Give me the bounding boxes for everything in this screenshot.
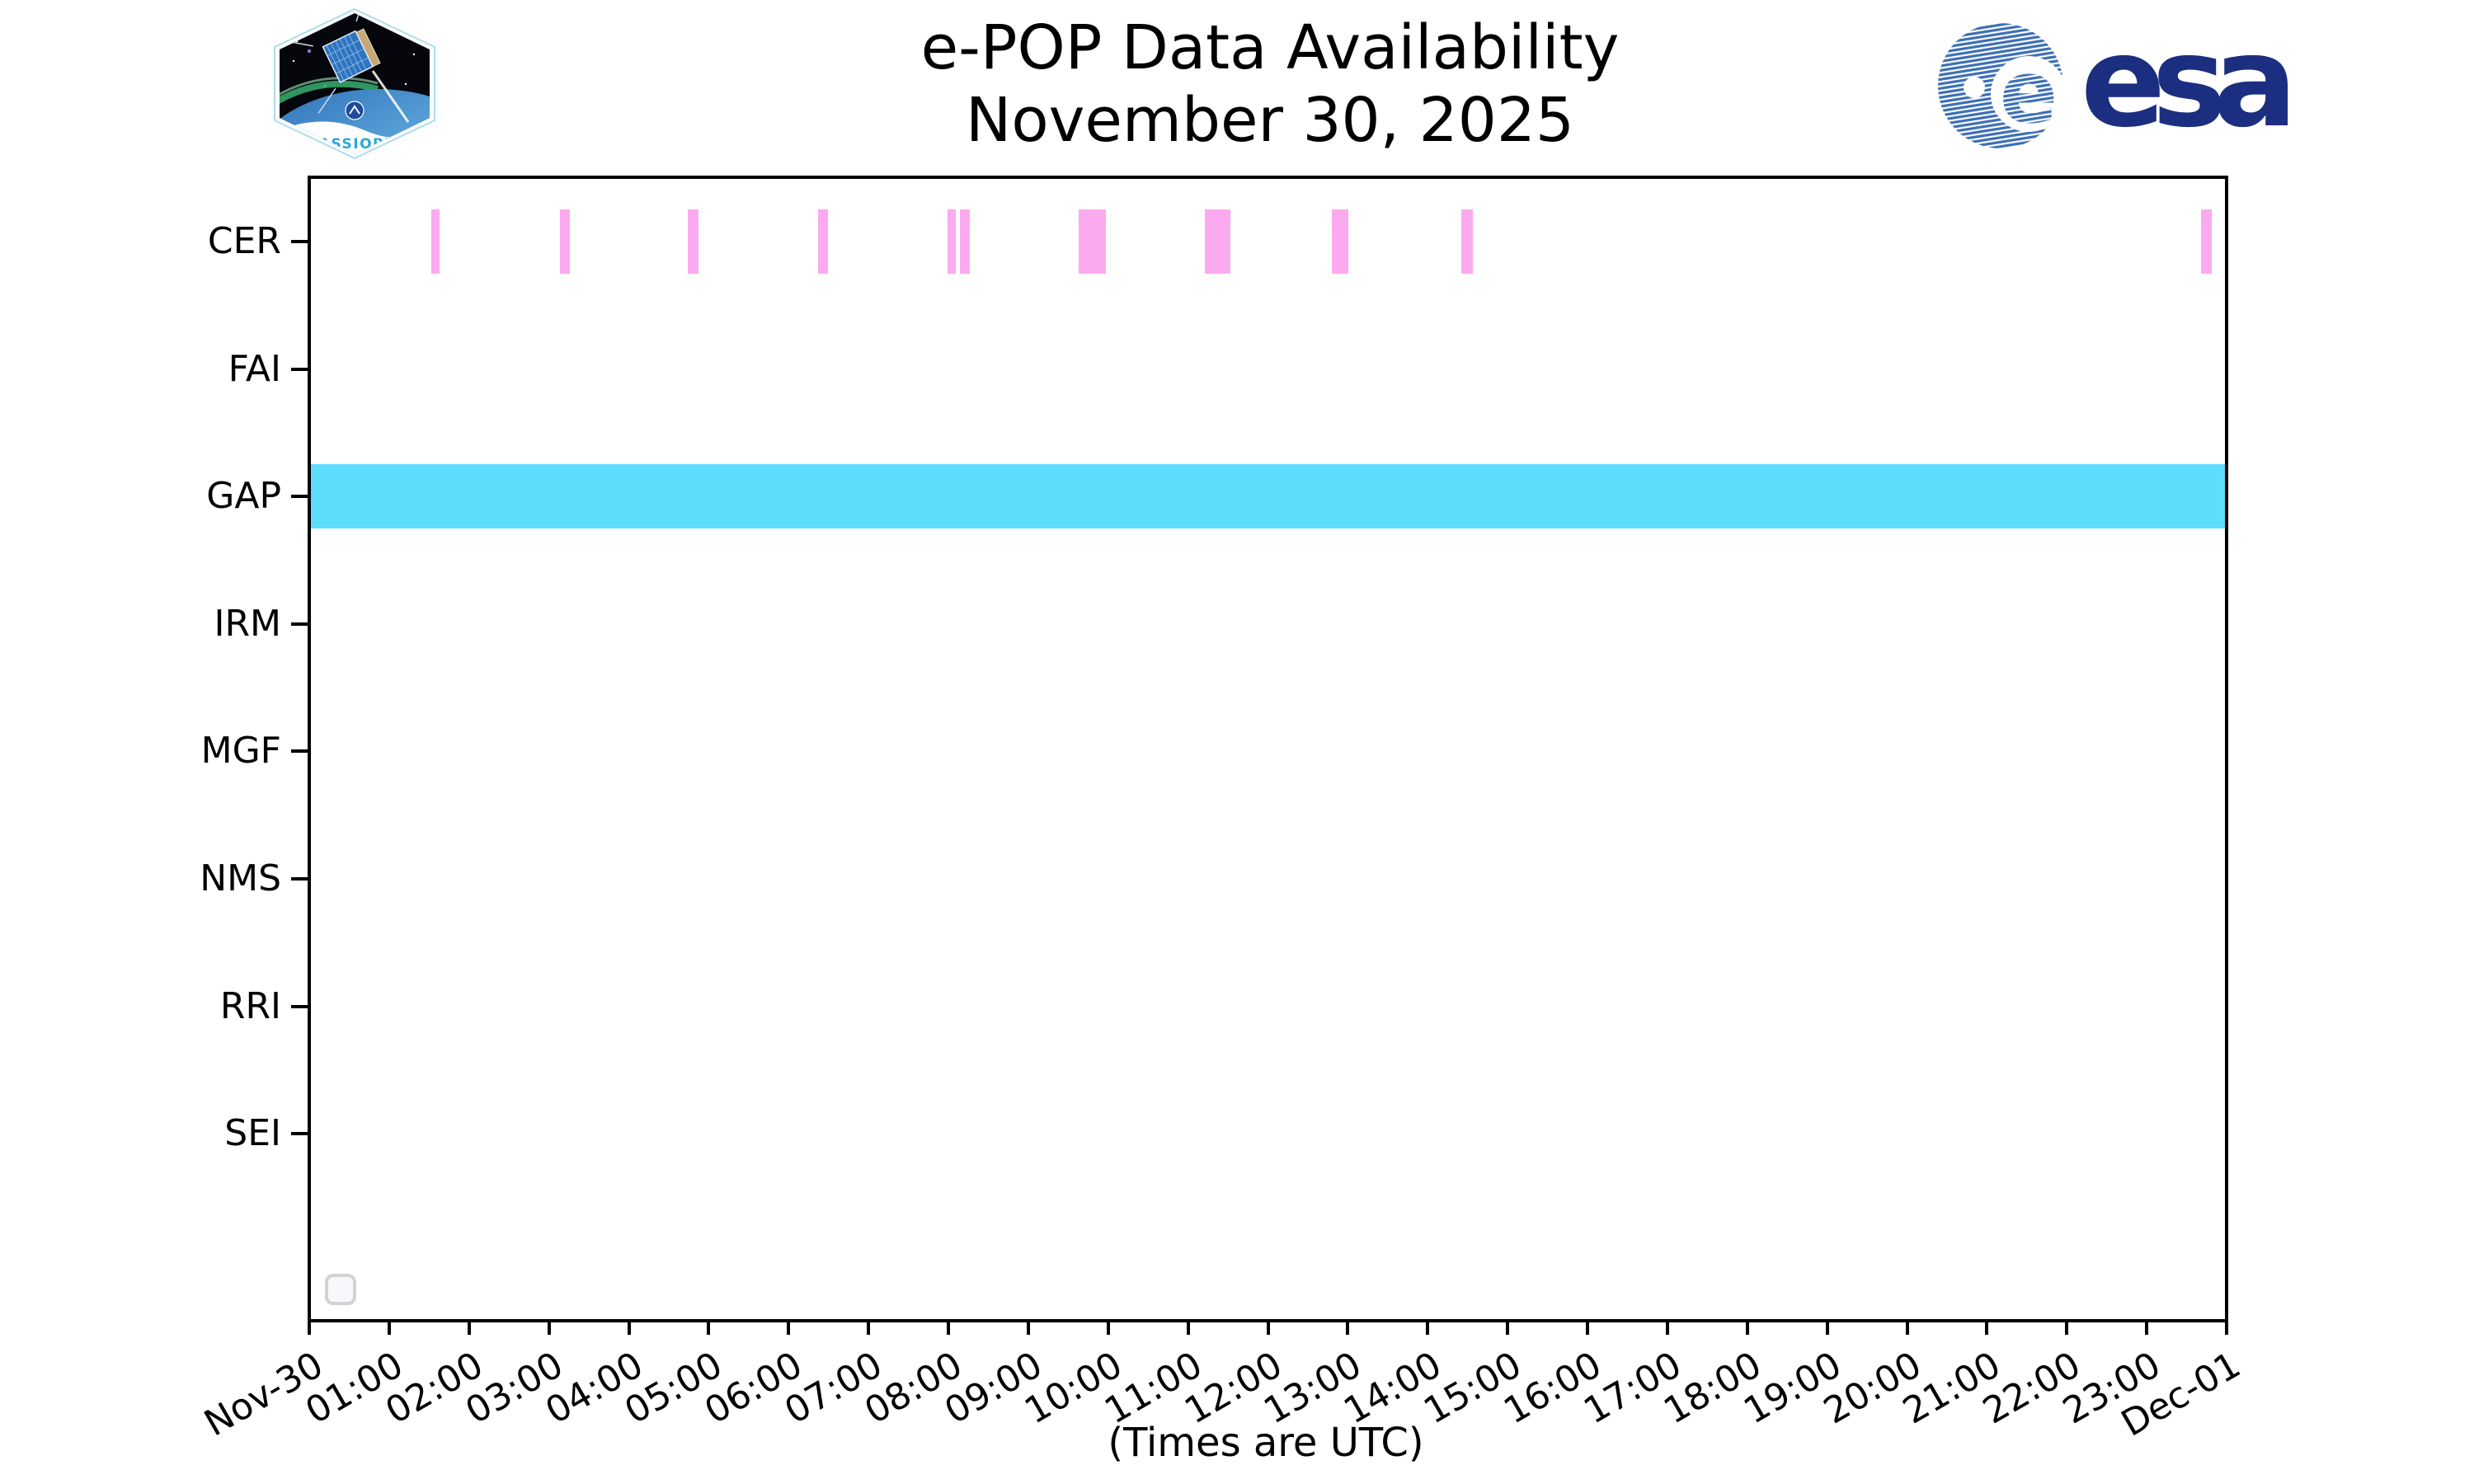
x-tick-Dec-01: [2225, 1321, 2228, 1335]
y-tick-IRM: [291, 622, 309, 626]
y-tick-MGF: [291, 749, 309, 754]
x-tick-02:00: [467, 1321, 471, 1335]
y-tick-label-SEI: SEI: [224, 1112, 281, 1155]
y-tick-label-FAI: FAI: [228, 347, 281, 390]
cassiope-mission-badge: CASSIOPE: [274, 7, 435, 160]
y-tick-label-GAP: GAP: [206, 475, 281, 518]
x-tick-19:00: [1825, 1321, 1829, 1335]
badge-csa-chevron: [349, 105, 360, 115]
x-tick-15:00: [1506, 1321, 1510, 1335]
badge-csa-emblem: [345, 101, 365, 120]
y-tick-SEI: [291, 1132, 309, 1136]
availability-bar-CER-9: [1460, 209, 1473, 274]
availability-bar-CER-4: [947, 209, 956, 274]
x-tick-11:00: [1186, 1321, 1190, 1335]
y-tick-label-NMS: NMS: [200, 857, 281, 899]
x-tick-09:00: [1026, 1321, 1030, 1335]
x-tick-06:00: [787, 1321, 791, 1335]
plot-area: [308, 176, 2228, 1322]
badge-satellite: [283, 13, 381, 114]
chart-title: e-POP Data Availability: [920, 12, 1620, 83]
availability-bar-CER-8: [1331, 209, 1348, 274]
x-tick-12:00: [1266, 1321, 1270, 1335]
x-tick-08:00: [947, 1321, 950, 1335]
x-tick-23:00: [2145, 1321, 2149, 1335]
x-axis-label: (Times are UTC): [1108, 1420, 1424, 1466]
x-tick-03:00: [547, 1321, 551, 1335]
x-tick-Nov-30: [308, 1321, 311, 1335]
esa-e-clearing: [1991, 56, 2067, 132]
x-tick-05:00: [707, 1321, 711, 1335]
availability-bar-CER-5: [959, 209, 971, 274]
x-tick-16:00: [1586, 1321, 1589, 1335]
availability-bar-CER-0: [430, 209, 440, 274]
availability-bar-CER-1: [560, 209, 571, 274]
availability-bar-CER-10: [2200, 209, 2212, 274]
esa-e-glyph: e: [2000, 42, 2058, 143]
x-tick-13:00: [1346, 1321, 1350, 1335]
esa-logo: e esa: [1938, 20, 2298, 155]
x-tick-20:00: [1905, 1321, 1909, 1335]
y-tick-FAI: [291, 367, 309, 371]
availability-bar-CER-2: [687, 209, 698, 274]
availability-bar-CER-6: [1079, 209, 1107, 274]
esa-moon-dot: [1964, 77, 1985, 98]
y-tick-label-RRI: RRI: [219, 984, 281, 1027]
y-tick-CER: [291, 240, 309, 243]
chart-title-block: e-POP Data Availability November 30, 202…: [742, 12, 1798, 157]
badge-beam: [371, 70, 410, 123]
availability-bar-CER-7: [1205, 209, 1231, 274]
chart-subtitle: November 30, 2025: [965, 85, 1574, 156]
x-tick-21:00: [1985, 1321, 1989, 1335]
x-tick-04:00: [627, 1321, 631, 1335]
x-tick-01:00: [387, 1321, 391, 1335]
legend-box: [325, 1274, 356, 1305]
badge-aurora-glow: [280, 77, 379, 98]
x-tick-10:00: [1106, 1321, 1110, 1335]
y-tick-RRI: [291, 1004, 309, 1008]
y-tick-label-CER: CER: [207, 220, 281, 262]
y-tick-NMS: [291, 877, 309, 881]
y-tick-label-MGF: MGF: [200, 730, 281, 773]
y-tick-label-IRM: IRM: [214, 602, 281, 645]
x-tick-17:00: [1665, 1321, 1669, 1335]
availability-bar-CER-3: [817, 209, 829, 274]
badge-aurora: [280, 80, 379, 106]
x-tick-22:00: [2065, 1321, 2069, 1335]
availability-bar-GAP-0: [311, 464, 2225, 529]
x-tick-14:00: [1426, 1321, 1430, 1335]
y-tick-GAP: [291, 495, 309, 499]
esa-wordmark: esa: [2081, 20, 2291, 155]
x-tick-07:00: [867, 1321, 871, 1335]
x-tick-18:00: [1745, 1321, 1749, 1335]
